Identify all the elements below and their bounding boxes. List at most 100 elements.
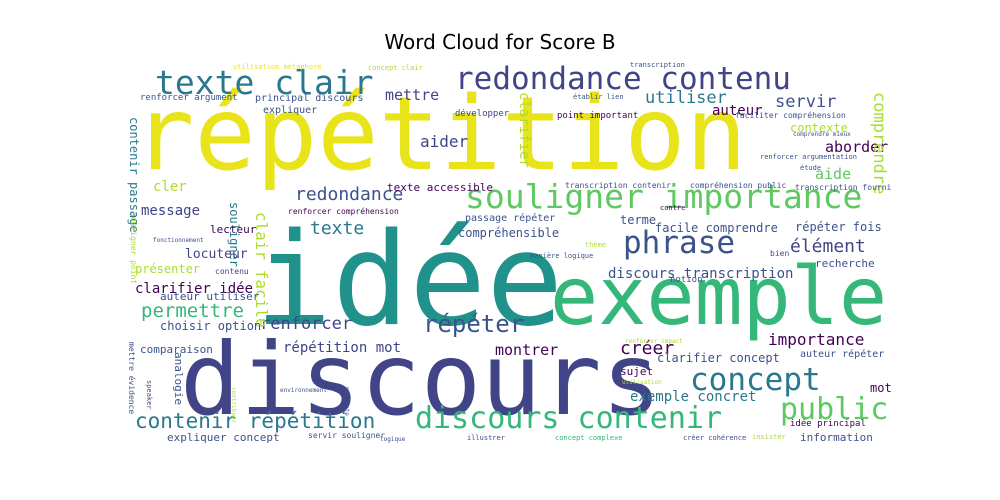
word-servir-souligner: servir souligner: [308, 431, 386, 440]
word-auteur-utiliser: auteur utiliser: [160, 290, 260, 303]
word-locuteur: locuteur: [185, 247, 248, 262]
word-texte-accessible: texte accessible: [387, 181, 493, 194]
word-contenu: contenu: [215, 267, 249, 276]
word-cler: cler: [153, 179, 187, 195]
word-concept: concept: [690, 362, 821, 398]
word-renforcer-comprehension: renforcer compréhension: [288, 207, 399, 216]
word-contre: contre: [660, 204, 686, 212]
word-expliquer: expliquer: [263, 105, 318, 116]
word-idee-principal: idée principal: [790, 419, 866, 429]
word-utilisation-metaphore: utilisation métaphore: [233, 63, 322, 71]
word-transcription-fourni: transcription fourni: [795, 183, 892, 192]
word-exemple-concret: exemple concret: [630, 389, 757, 405]
word-auteur: auteur: [712, 103, 763, 119]
word-texte-clair: texte clair: [155, 63, 374, 102]
word-concept-complexe: concept complexe: [555, 434, 623, 442]
word-etablir-lien: établir lien: [573, 93, 624, 101]
word-montrer: montrer: [495, 341, 559, 359]
word-utilisation: utilisation: [622, 379, 662, 386]
word-creer-coherence: créer cohérence: [683, 434, 747, 442]
word-mot: mot: [870, 381, 892, 395]
word-clarifier: clarifier: [516, 92, 532, 168]
word-comprendre-mieux: comprendre mieux: [793, 131, 851, 138]
word-etude: étude: [800, 164, 822, 172]
word-contribuer: contribuer: [230, 387, 237, 424]
word-renforcer-argument: renforcer argument: [140, 93, 238, 103]
word-souligner: souligner: [227, 202, 241, 268]
word-comprehension-public: compréhension public: [690, 181, 787, 190]
word-phrase: phrase: [623, 225, 735, 261]
word-terme: terme: [620, 213, 657, 227]
word-transcription-contenir: transcription contenir: [565, 181, 671, 190]
word-souligner-importance: souligner importance: [465, 177, 863, 216]
word-redondance-contenu: redondance contenu: [455, 62, 791, 97]
word-presenter: présenter: [135, 262, 201, 276]
word-texte: texte: [310, 218, 365, 239]
word-souligner-point: souligner point: [129, 212, 138, 285]
word-illustrer: illustrer: [467, 434, 505, 442]
word-discours-contenir: discours contenir: [415, 401, 723, 436]
word-faciliter-comprehension: faciliter compréhension: [735, 111, 846, 120]
word-clarifier-idee: clarifier idée: [135, 281, 254, 297]
word-utiliser: utiliser: [645, 88, 727, 108]
word-mettre: mettre: [385, 86, 440, 104]
word-importance: importance: [768, 330, 865, 349]
word-contenir-repetition: contenir répétition: [135, 409, 376, 433]
word-aide: aide: [815, 165, 852, 183]
word-renforcer: renforcer: [260, 314, 353, 334]
word-maniere-logique: manière logique: [530, 252, 594, 260]
word-renforcer-argumentation: renforcer argumentation: [760, 153, 857, 161]
word-information: information: [800, 431, 873, 444]
word-repeter-fois: répéter fois: [795, 220, 882, 234]
word-comprendre: comprendre: [869, 92, 889, 195]
word-bien: bien: [770, 249, 790, 258]
word-lecteur: lecteur: [210, 223, 257, 236]
word-environnement: environnement: [280, 387, 327, 394]
word-transcription: transcription: [630, 62, 685, 69]
word-point-important: point important: [557, 111, 639, 121]
word-expliquer-concept: expliquer concept: [167, 431, 280, 444]
word-mettre-evidence: mettre évidence: [127, 342, 136, 415]
word-message: message: [141, 203, 201, 219]
word-element: élément: [790, 236, 866, 257]
word-public: public: [780, 392, 889, 427]
word-recherche: recherche: [815, 257, 875, 270]
word-theme: thème: [585, 241, 607, 249]
word-insister: insister: [752, 433, 786, 441]
word-contenir-passage: contenir passage: [127, 117, 141, 233]
word-redondance: redondance: [295, 184, 404, 205]
word-auteur-repeter: auteur répéter: [800, 349, 885, 360]
word-contexte: contexte: [790, 121, 848, 135]
word-concept-clair: concept clair: [368, 64, 423, 72]
word-renforcer-impact: renforcer impact: [625, 338, 683, 345]
word-comprehensible: compréhensible: [458, 226, 560, 240]
word-repetition-mot: répétition mot: [283, 340, 402, 356]
word-facile-comprendre: facile comprendre: [655, 221, 778, 235]
word-developper: développer: [455, 109, 510, 119]
word-repeter: répéter: [423, 310, 525, 338]
word-aider: aider: [420, 132, 469, 151]
word-principal-discours: principal discours: [255, 93, 364, 104]
word-discours-transcription: discours transcription: [608, 266, 794, 282]
word-passage-repeter: passage répéter: [465, 213, 556, 224]
word-idee: idée: [255, 206, 564, 355]
word-notion: notion: [670, 275, 703, 285]
word-exemple: exemple: [550, 250, 888, 343]
word-comparaison: comparaison: [140, 343, 213, 356]
word-clair-facile: clair facile: [252, 212, 271, 328]
word-choisir-option: choisir option: [160, 319, 262, 333]
word-servir: servir: [775, 92, 837, 112]
word-speaker: speaker: [145, 380, 153, 410]
word-discours: discours: [180, 321, 662, 438]
word-repetition: répétition: [133, 75, 748, 194]
word-sujet: sujet: [620, 365, 654, 378]
word-aborder: aborder: [825, 138, 889, 156]
word-cloud: répétition idée discours exemple texte c…: [125, 62, 895, 450]
word-presente: présente: [343, 387, 350, 416]
chart-title: Word Cloud for Score B: [384, 30, 616, 54]
word-analogie: analogie: [172, 352, 185, 405]
word-clarifier-concept: clarifier concept: [657, 351, 780, 365]
word-fonctionnement: fonctionnement: [153, 237, 204, 244]
word-logique: logique: [380, 436, 406, 443]
word-permettre: permettre: [141, 300, 244, 322]
